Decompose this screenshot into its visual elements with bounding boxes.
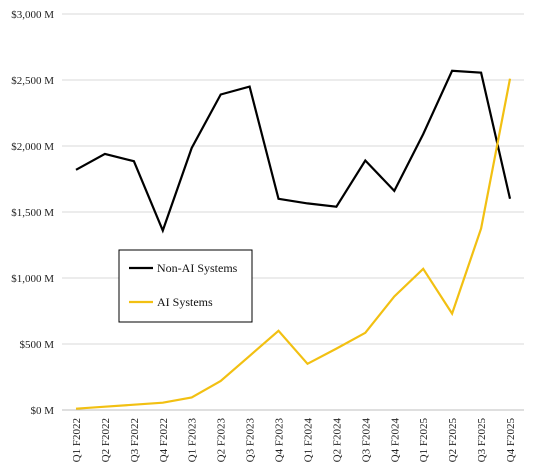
x-tick-label: Q3 F2025 [476, 418, 488, 463]
series-line-non-ai-systems [75, 69, 512, 234]
x-tick-label: Q2 F2022 [100, 418, 112, 462]
x-tick-label: Q2 F2024 [331, 418, 343, 463]
y-tick-label: $500 M [19, 339, 54, 351]
y-tick-label: $1,500 M [11, 207, 54, 219]
x-tick-label: Q3 F2024 [360, 418, 372, 463]
y-tick-label: $2,500 M [11, 75, 54, 87]
x-tick-label: Q3 F2022 [129, 418, 141, 462]
y-tick-label: $0 M [30, 405, 54, 417]
x-tick-label: Q1 F2024 [302, 418, 314, 463]
x-tick-label: Q1 F2025 [418, 418, 430, 463]
x-tick-label: Q3 F2023 [245, 418, 257, 463]
x-tick-label: Q4 F2023 [274, 418, 286, 463]
legend: Non-AI Systems AI Systems [118, 249, 253, 323]
axes: $0 M $500 M $1,000 M $1,500 M $2,000 M $2,500… [11, 9, 524, 462]
legend-label: AI Systems [157, 295, 213, 309]
x-tick-label: Q2 F2025 [447, 418, 459, 463]
x-tick-label: Q1 F2023 [187, 418, 199, 463]
x-tick-label: Q4 F2025 [505, 418, 517, 463]
x-tick-label: Q4 F2022 [158, 418, 170, 462]
x-tick-label: Q4 F2024 [389, 418, 401, 463]
x-tick-label: Q1 F2022 [71, 418, 83, 462]
legend-label: Non-AI Systems [157, 261, 238, 275]
legend-box [118, 249, 253, 323]
y-tick-label: $1,000 M [11, 273, 54, 285]
y-tick-label: $2,000 M [11, 141, 54, 153]
series-lines [75, 69, 512, 410]
series-line-ai-systems [75, 78, 512, 410]
x-tick-label: Q2 F2023 [216, 418, 228, 463]
y-tick-label: $3,000 M [11, 9, 54, 21]
